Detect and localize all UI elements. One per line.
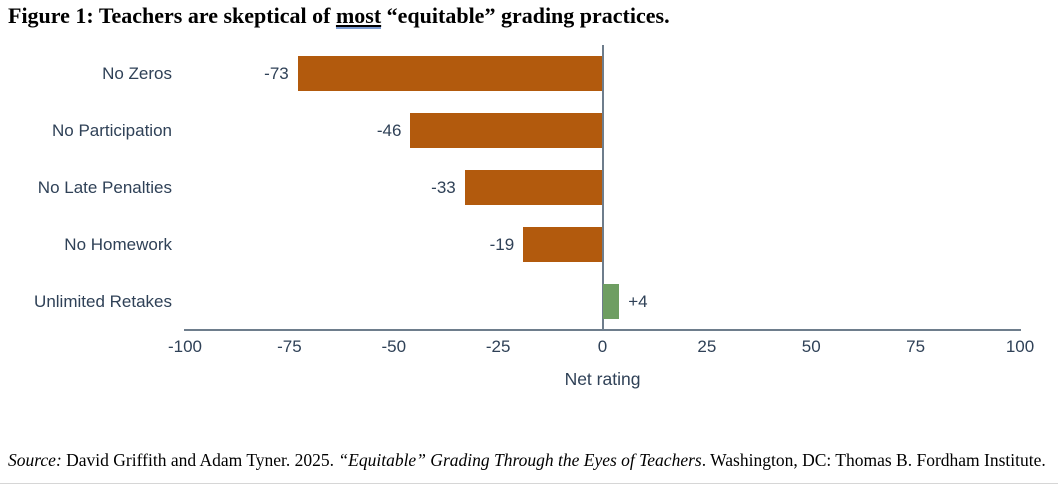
zero-baseline	[601, 45, 604, 330]
x-axis-ticks: -100 -75 -50 -25 0 25 50 75 100	[168, 337, 1034, 359]
figure-title-suffix: “equitable” grading practices.	[381, 3, 670, 28]
source-text-2: . Washington, DC: Thomas B. Fordham Inst…	[701, 449, 1046, 470]
figure-title-underlined-word: most	[335, 3, 382, 30]
source-text-1: David Griffith and Adam Tyner. 2025.	[61, 449, 339, 470]
x-tick-0: 0	[597, 337, 608, 356]
x-tick--100: -100	[167, 337, 203, 356]
value-label-no-homework: -19	[489, 235, 515, 254]
x-axis-line	[184, 329, 1021, 331]
value-label-unlimited-retakes: +4	[628, 292, 648, 311]
bar-no-participation	[410, 113, 603, 148]
source-report-title: “Equitable” Grading Through the Eyes of …	[338, 449, 702, 470]
category-label-no-zeros: No Zeros	[102, 64, 172, 83]
x-tick-25: 25	[697, 337, 717, 356]
category-label-unlimited-retakes: Unlimited Retakes	[34, 292, 172, 311]
bar-unlimited-retakes	[602, 284, 620, 319]
value-label-no-zeros: -73	[264, 64, 289, 83]
bar-no-late-penalties	[464, 170, 603, 205]
category-label-no-homework: No Homework	[64, 235, 172, 254]
source-label: Source:	[8, 449, 62, 470]
x-tick--25: -25	[485, 337, 511, 356]
category-label-no-late-penalties: No Late Penalties	[37, 178, 172, 197]
bar-chart: No Zeros No Participation No Late Penaltie…	[0, 45, 1034, 389]
figure-title: Figure 1: Teachers are skeptical of most…	[8, 3, 670, 30]
source-note: Source: David Griffith and Adam Tyner. 2…	[8, 448, 1052, 473]
x-axis-title: Net rating	[564, 369, 641, 389]
category-axis: No Zeros No Participation No Late Penaltie…	[0, 45, 172, 330]
x-tick-50: 50	[801, 337, 821, 356]
bar-no-zeros	[297, 56, 603, 91]
value-label-no-participation: -46	[376, 121, 402, 140]
figure-title-prefix: Figure 1: Teachers are skeptical of	[8, 3, 336, 28]
x-tick-75: 75	[906, 337, 926, 356]
x-tick--75: -75	[277, 337, 302, 356]
plot-area: -73 -46 -33 -19 +4	[185, 45, 1020, 330]
x-tick-100: 100	[1005, 337, 1035, 356]
value-label-no-late-penalties: -33	[431, 178, 456, 197]
bar-no-homework	[523, 227, 603, 262]
category-label-no-participation: No Participation	[51, 121, 172, 140]
x-tick--50: -50	[381, 337, 407, 356]
